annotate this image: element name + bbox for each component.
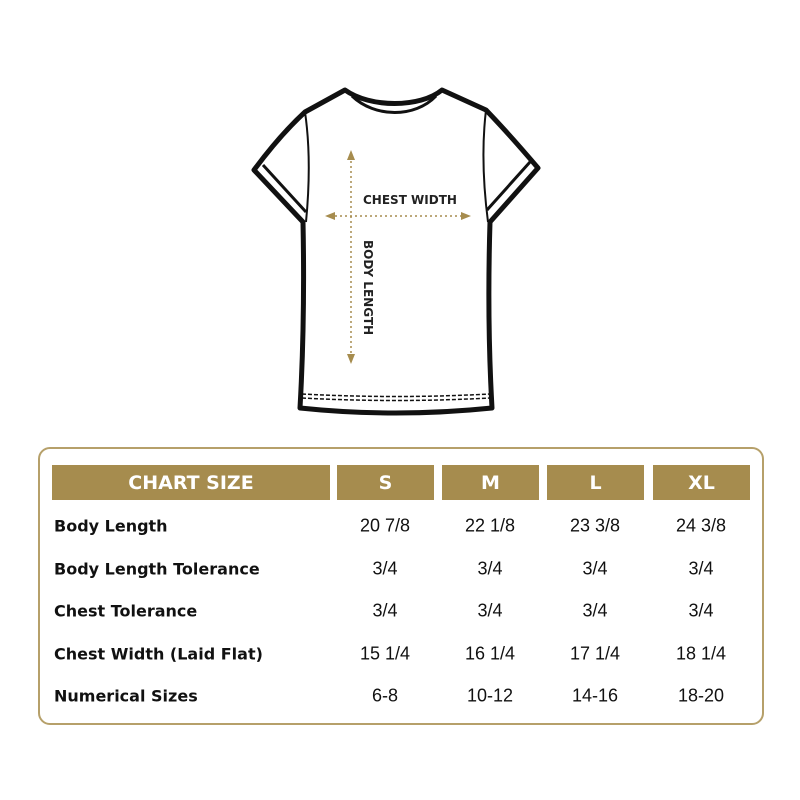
chart-size-header: CHART SIZE xyxy=(52,465,330,500)
cell-value: 10-12 xyxy=(466,685,514,706)
cell-value: 6-8 xyxy=(371,685,398,706)
cell-value: 23 3/8 xyxy=(569,515,621,536)
cell-value: 3/4 xyxy=(372,600,398,621)
cell-value: 3/4 xyxy=(372,558,398,579)
cell-value: 18 1/4 xyxy=(675,643,727,664)
cell-value: 3/4 xyxy=(688,600,714,621)
row-label: Body Length xyxy=(54,516,168,536)
body-length-label: BODY LENGTH xyxy=(361,240,375,335)
row-label: Chest Width (Laid Flat) xyxy=(54,644,263,664)
cell-value: 24 3/8 xyxy=(675,515,727,536)
size-header-s: S xyxy=(337,465,434,500)
tshirt-illustration: CHEST WIDTH BODY LENGTH xyxy=(251,87,541,416)
size-table xyxy=(38,447,764,725)
cell-value: 15 1/4 xyxy=(359,643,411,664)
cell-value: 16 1/4 xyxy=(464,643,516,664)
size-header-xl: XL xyxy=(653,465,750,500)
measurement-arrows xyxy=(330,156,466,360)
cell-value: 3/4 xyxy=(477,600,503,621)
cell-value: 22 1/8 xyxy=(464,515,516,536)
cell-value: 3/4 xyxy=(688,558,714,579)
size-header-l: L xyxy=(547,465,644,500)
size-header-m: M xyxy=(442,465,539,500)
row-label: Body Length Tolerance xyxy=(54,559,260,579)
chest-width-label: CHEST WIDTH xyxy=(363,193,457,207)
cell-value: 14-16 xyxy=(571,685,619,706)
cell-value: 3/4 xyxy=(582,558,608,579)
row-label: Numerical Sizes xyxy=(54,686,198,706)
cell-value: 20 7/8 xyxy=(359,515,411,536)
cell-value: 17 1/4 xyxy=(569,643,621,664)
cell-value: 3/4 xyxy=(582,600,608,621)
row-label: Chest Tolerance xyxy=(54,601,198,621)
cell-value: 3/4 xyxy=(477,558,503,579)
cell-value: 18-20 xyxy=(677,685,725,706)
